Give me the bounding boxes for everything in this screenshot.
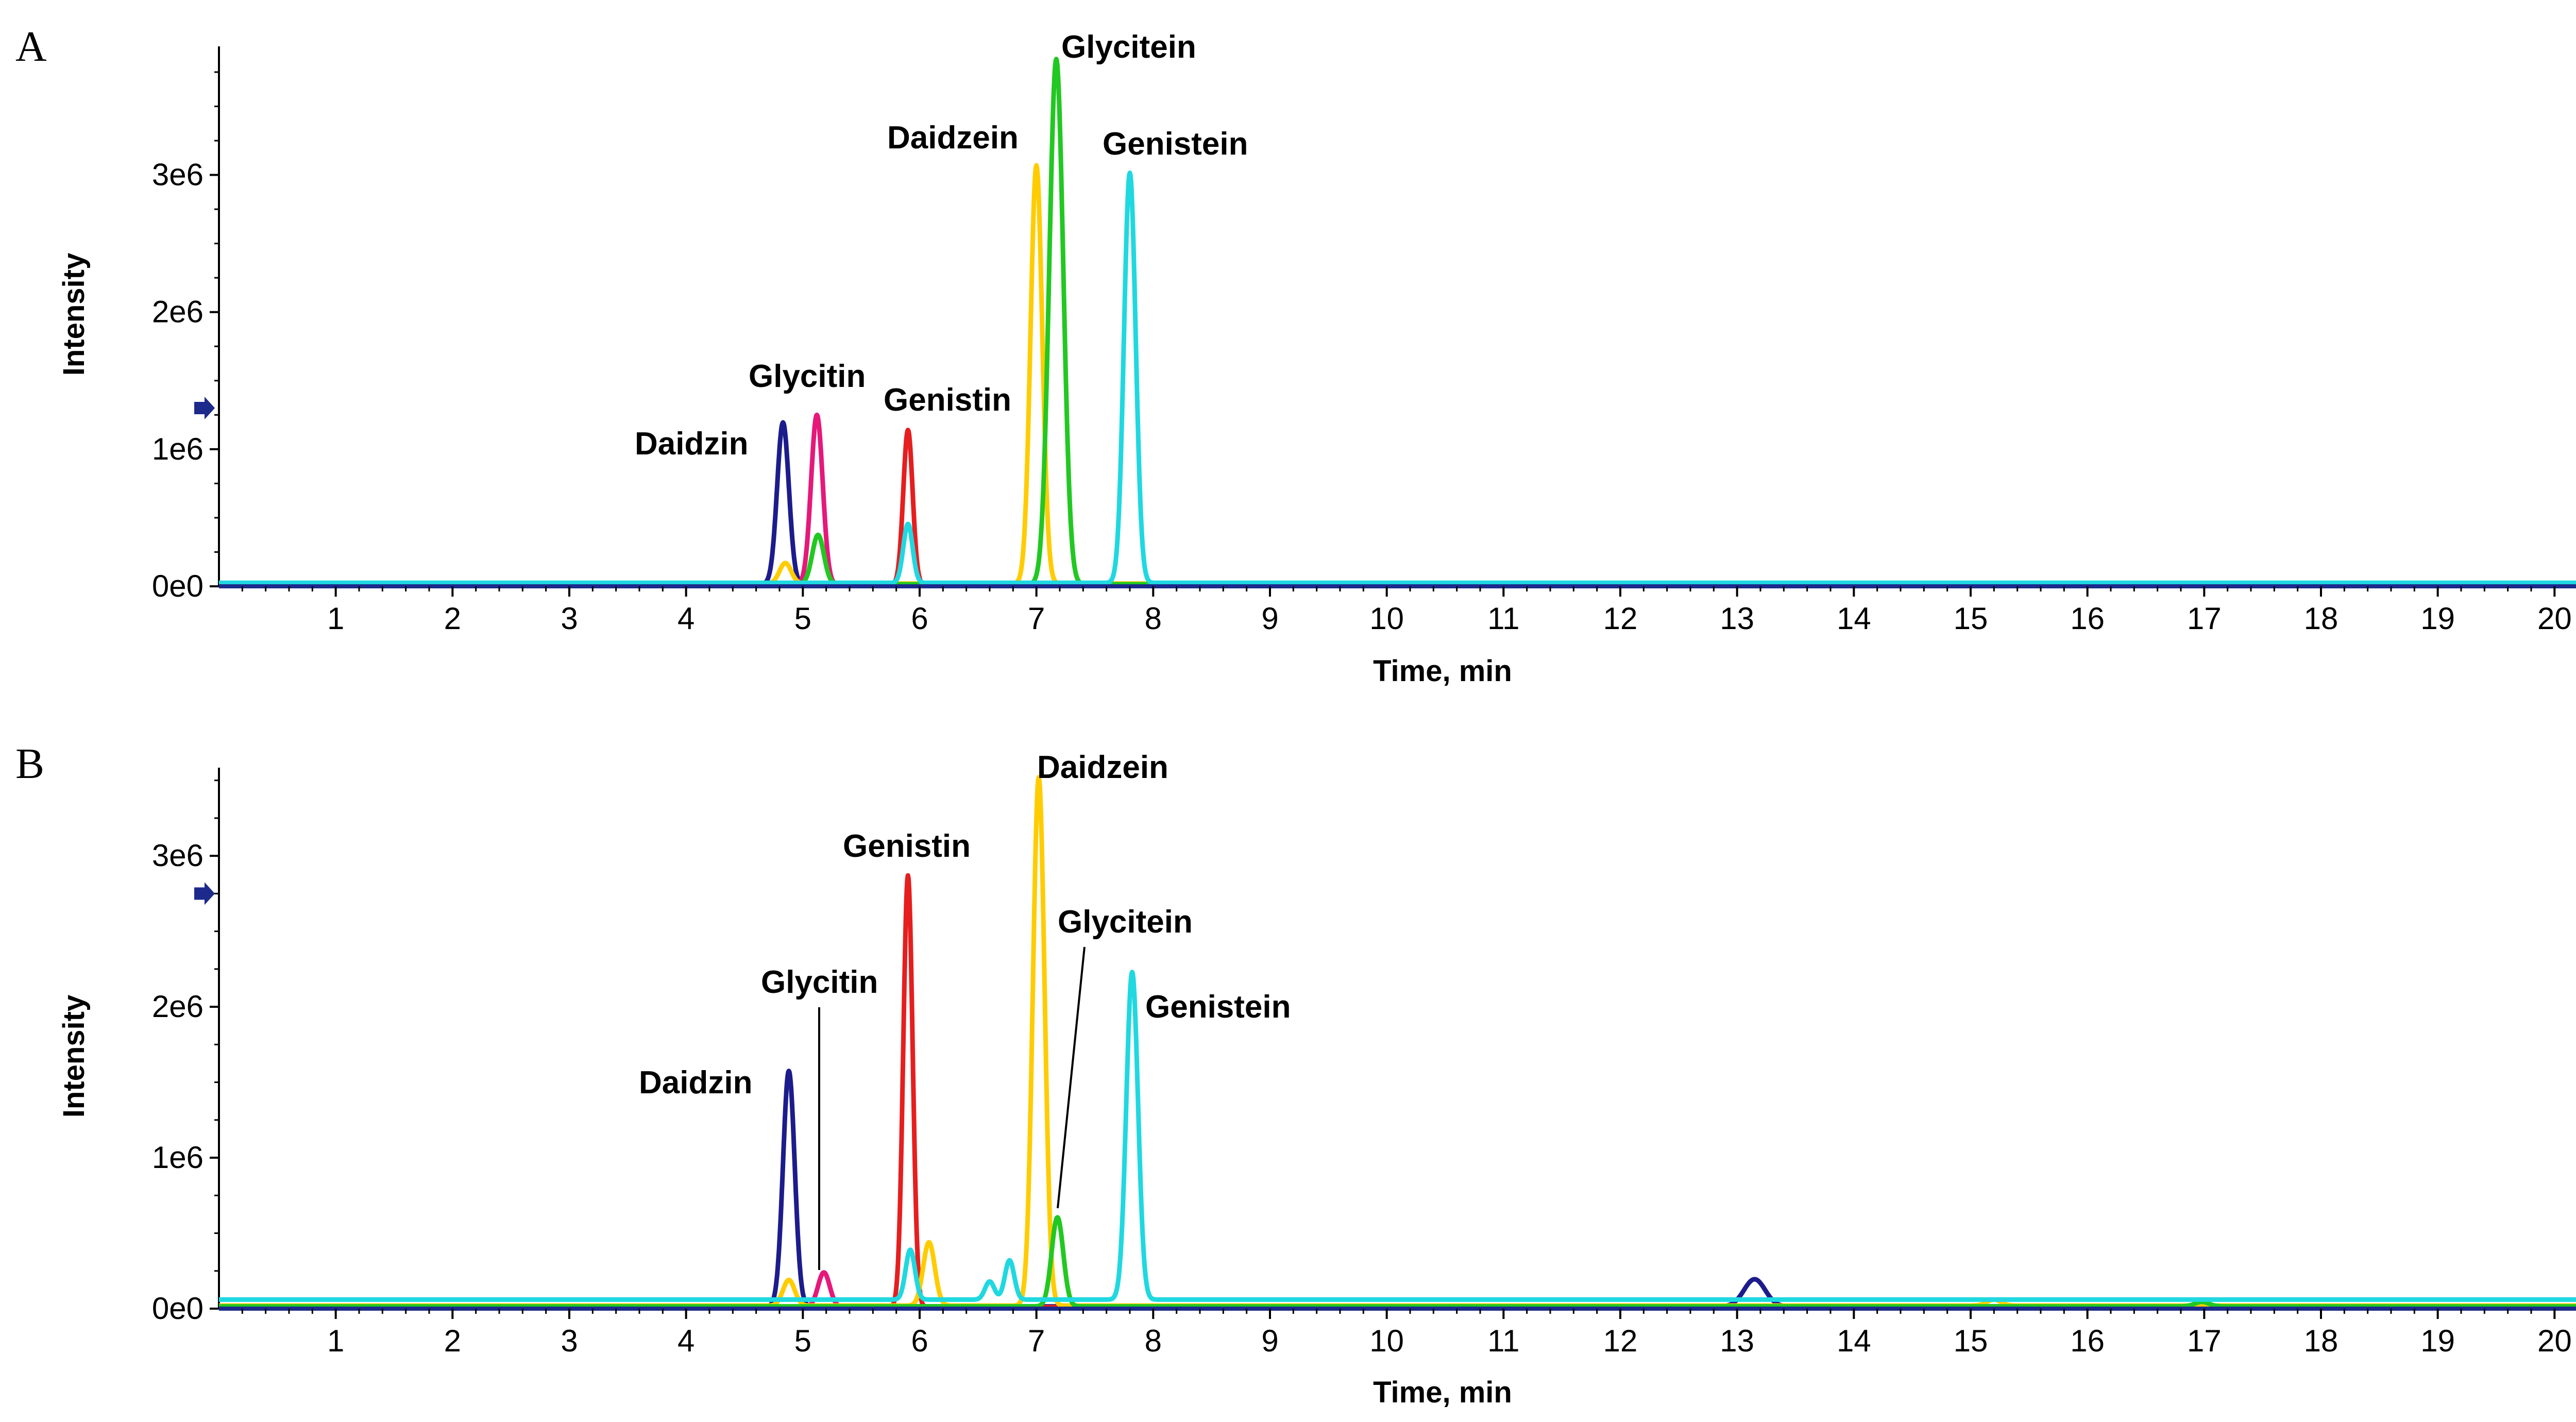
series-trace-2 [217, 873, 2576, 1310]
panel-a-x-ticks: 1 2 3 4 5 6 7 8 9 10 11 12 13 14 15 16 17 18 19 20 [241, 586, 2572, 636]
x-tick-label: 6 [911, 1324, 928, 1358]
x-tick-label: 16 [2070, 601, 2105, 636]
x-tick-label: 13 [1720, 1324, 1754, 1358]
y-tick-label: 1e6 [152, 432, 204, 466]
x-tick-label: 2 [444, 1324, 461, 1358]
x-tick-label: 3 [561, 1324, 578, 1358]
x-tick-label: 18 [2304, 601, 2338, 636]
threshold-arrow-icon [194, 882, 215, 905]
x-tick-label: 12 [1603, 601, 1638, 636]
x-tick-label: 9 [1261, 1324, 1278, 1358]
x-tick-label: 1 [327, 1324, 344, 1358]
panel-b-peak-labels: Daidzein Genistin Glycitein Glycitin Gen… [639, 750, 1291, 1270]
peak-label-genistein: Genistein [1103, 126, 1248, 162]
panel-b-xlabel: Time, min [1373, 1376, 1512, 1409]
y-tick-label: 2e6 [152, 989, 204, 1024]
y-tick-label: 3e6 [152, 158, 204, 192]
series-trace-4 [217, 1215, 2576, 1309]
x-tick-label: 15 [1954, 601, 1988, 636]
panel-b-y-ticks: 0e0 1e6 2e6 3e6 [152, 780, 219, 1326]
panel-a-label: A [15, 23, 47, 71]
series-trace-5 [217, 970, 2576, 1302]
panel-a-y-ticks: 0e0 1e6 2e6 3e6 [152, 71, 219, 603]
panel-a-xlabel: Time, min [1373, 654, 1512, 688]
x-tick-label: 19 [2420, 601, 2455, 636]
x-tick-label: 2 [444, 601, 461, 636]
series-trace-1 [217, 1270, 2576, 1310]
x-tick-label: 4 [677, 1324, 694, 1358]
panel-a-plot-area [217, 46, 2576, 588]
y-tick-label: 1e6 [152, 1140, 204, 1175]
x-tick-label: 7 [1028, 601, 1045, 636]
series-trace-0 [217, 1069, 2576, 1309]
x-tick-label: 12 [1603, 1324, 1638, 1358]
x-tick-label: 6 [911, 601, 928, 636]
x-tick-label: 17 [2187, 601, 2222, 636]
panel-b-ylabel: Intensity [57, 995, 91, 1118]
peak-label-daidzin: Daidzin [639, 1065, 752, 1101]
y-tick-label: 2e6 [152, 295, 204, 329]
series-trace-4 [217, 57, 2576, 587]
x-tick-label: 13 [1720, 601, 1754, 636]
peak-label-glycitin: Glycitin [749, 359, 866, 394]
x-tick-label: 9 [1261, 601, 1278, 636]
panel-a-peak-labels: Glycitein Daidzein Genistein Glycitin Ge… [635, 29, 1248, 462]
series-trace-5 [217, 171, 2576, 585]
x-tick-label: 4 [677, 601, 694, 636]
x-tick-label: 16 [2070, 1324, 2105, 1358]
peak-label-daidzin: Daidzin [635, 426, 748, 462]
callout-line-glycitein [1057, 946, 1086, 1209]
x-tick-label: 10 [1369, 601, 1404, 636]
series-trace-3 [217, 163, 2576, 586]
series-trace-2 [217, 428, 2576, 587]
x-tick-label: 3 [561, 601, 578, 636]
x-tick-label: 20 [2537, 601, 2572, 636]
x-tick-label: 8 [1145, 1324, 1162, 1358]
x-tick-label: 15 [1954, 1324, 1988, 1358]
peak-label-daidzein: Daidzein [1037, 750, 1168, 785]
x-tick-label: 14 [1837, 1324, 1871, 1358]
x-tick-label: 7 [1028, 1324, 1045, 1358]
series-trace-1 [217, 412, 2576, 587]
x-tick-label: 17 [2187, 1324, 2222, 1358]
x-tick-label: 11 [1487, 601, 1519, 636]
peak-label-glycitin: Glycitin [761, 964, 878, 1000]
peak-label-genistein: Genistein [1145, 989, 1291, 1025]
x-tick-label: 8 [1145, 601, 1162, 636]
threshold-arrow-icon [194, 397, 215, 419]
y-tick-label: 3e6 [152, 838, 204, 873]
x-tick-label: 5 [794, 1324, 811, 1358]
peak-label-daidzein: Daidzein [887, 120, 1019, 156]
x-tick-label: 20 [2537, 1324, 2572, 1358]
x-tick-label: 11 [1487, 1324, 1519, 1358]
series-trace-0 [217, 420, 2576, 587]
panel-b-plot-area [217, 768, 2576, 1311]
x-tick-label: 1 [327, 601, 344, 636]
x-tick-label: 5 [794, 601, 811, 636]
peak-label-genistin: Genistin [843, 828, 971, 864]
x-tick-label: 10 [1369, 1324, 1404, 1358]
x-tick-label: 18 [2304, 1324, 2338, 1358]
y-tick-label: 0e0 [152, 569, 204, 603]
series-trace-3 [217, 775, 2576, 1308]
panel-b-x-ticks: 1 2 3 4 5 6 7 8 9 10 11 12 13 14 15 16 17 18 19 20 [241, 1309, 2572, 1358]
x-tick-label: 14 [1837, 601, 1871, 636]
panel-b-label: B [15, 740, 44, 788]
x-tick-label: 19 [2420, 1324, 2455, 1358]
y-tick-label: 0e0 [152, 1291, 204, 1326]
panel-a-ylabel: Intensity [57, 253, 91, 376]
peak-label-genistin: Genistin [884, 382, 1011, 418]
peak-label-glycitein: Glycitein [1061, 29, 1196, 65]
peak-label-glycitein: Glycitein [1058, 904, 1193, 940]
